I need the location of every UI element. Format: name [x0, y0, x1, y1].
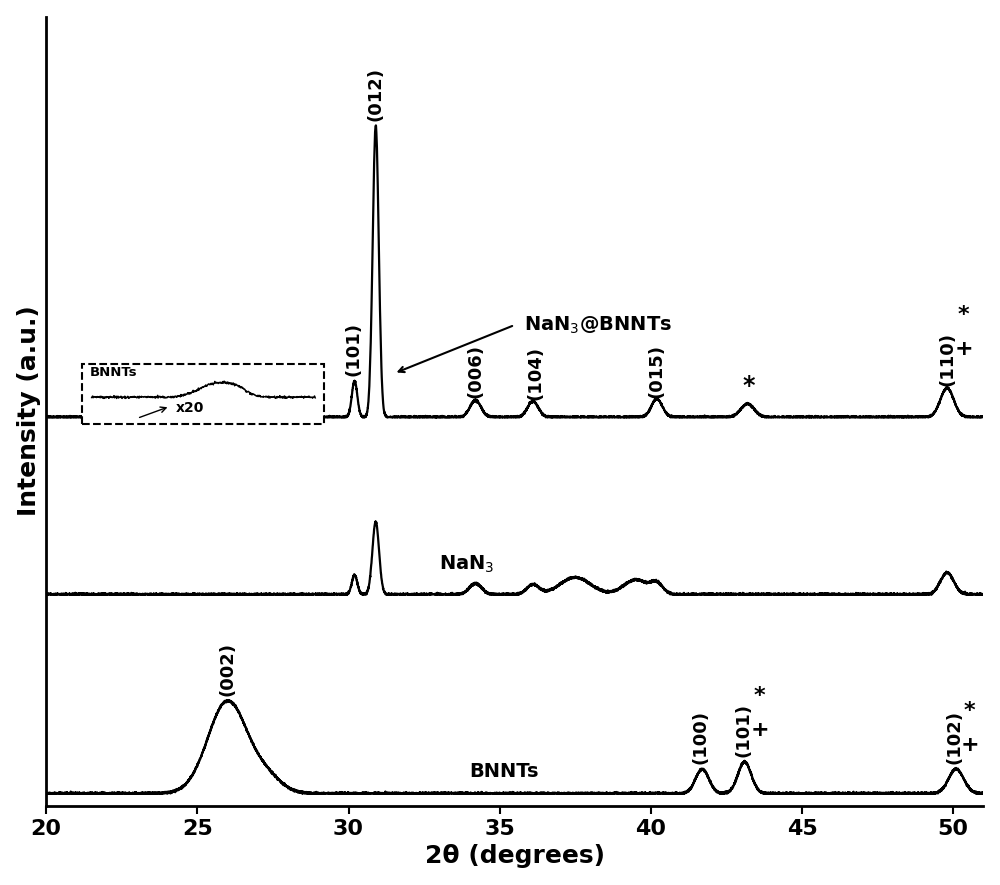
Text: *: *: [754, 686, 765, 706]
Text: +: +: [750, 720, 769, 740]
Text: *: *: [958, 305, 969, 325]
Text: +: +: [954, 339, 973, 359]
Text: (012): (012): [367, 67, 385, 121]
X-axis label: 2θ (degrees): 2θ (degrees): [425, 844, 605, 868]
Text: BNNTs: BNNTs: [469, 762, 539, 781]
Text: (002): (002): [219, 643, 237, 696]
Text: (110): (110): [938, 332, 956, 386]
Text: +: +: [960, 735, 979, 755]
Text: NaN$_3$: NaN$_3$: [439, 554, 495, 575]
Text: (101): (101): [734, 703, 752, 757]
Text: (102): (102): [946, 711, 964, 765]
Text: BNNTs: BNNTs: [90, 366, 138, 379]
Text: *: *: [743, 373, 755, 397]
Text: (100): (100): [692, 711, 710, 765]
Text: x20: x20: [176, 401, 205, 415]
Text: (101): (101): [344, 322, 362, 376]
Text: NaN$_3$@BNNTs: NaN$_3$@BNNTs: [524, 314, 672, 335]
Bar: [82, 364, 324, 425]
Text: (104): (104): [527, 346, 545, 400]
Text: *: *: [964, 701, 976, 720]
Text: (006): (006): [466, 343, 484, 397]
Text: (015): (015): [648, 343, 666, 397]
Y-axis label: Intensity (a.u.): Intensity (a.u.): [17, 305, 41, 517]
